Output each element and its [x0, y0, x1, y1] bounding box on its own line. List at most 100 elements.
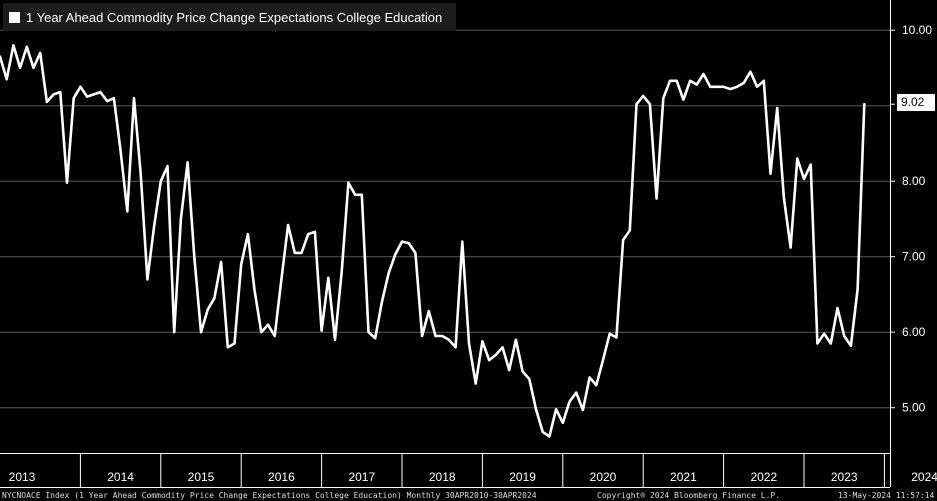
data-point: [287, 224, 289, 226]
data-point: [810, 164, 812, 166]
data-point: [562, 422, 564, 424]
x-tick-label: 2015: [188, 470, 215, 484]
data-point: [147, 279, 149, 281]
data-point: [314, 231, 316, 233]
y-tick-label: 7.00: [902, 250, 926, 264]
data-point: [267, 324, 269, 326]
data-point: [19, 67, 21, 69]
data-point: [515, 339, 517, 341]
data-point: [817, 343, 819, 345]
data-point: [374, 337, 376, 339]
data-point: [596, 384, 598, 386]
data-point: [93, 94, 95, 96]
data-point: [301, 252, 303, 254]
data-point: [663, 97, 665, 99]
data-point: [837, 307, 839, 309]
data-point: [475, 383, 477, 385]
data-point: [864, 103, 866, 105]
data-point: [73, 97, 75, 99]
data-point: [160, 180, 162, 182]
data-point: [522, 371, 524, 373]
data-point: [743, 82, 745, 84]
x-tick-label: 2014: [107, 470, 134, 484]
data-point: [642, 95, 644, 97]
data-point: [227, 347, 229, 349]
x-tick-label: 2016: [268, 470, 295, 484]
x-tick-label: 2017: [348, 470, 375, 484]
data-point: [669, 80, 671, 82]
data-point: [395, 254, 397, 256]
data-point: [703, 73, 705, 75]
data-point: [140, 173, 142, 175]
data-point: [589, 377, 591, 379]
data-point: [582, 409, 584, 411]
data-point: [247, 233, 249, 235]
data-point: [843, 335, 845, 337]
y-tick-label: 5.00: [902, 401, 926, 415]
x-tick-label: 2023: [831, 470, 858, 484]
data-point: [435, 335, 437, 337]
footer: NYCNOACE Index (1 Year Ahead Commodity P…: [0, 488, 937, 500]
last-value-label: 9.02: [897, 94, 935, 111]
data-point: [86, 96, 88, 98]
data-point: [307, 233, 309, 235]
data-point: [535, 408, 537, 410]
x-tick-label: 2021: [670, 470, 697, 484]
data-point: [33, 67, 35, 69]
data-point: [770, 173, 772, 175]
data-point: [328, 277, 330, 279]
series-line: [0, 43, 866, 438]
data-point: [482, 340, 484, 342]
footer-copyright: Copyright® 2024 Bloomberg Finance L.P.: [597, 491, 781, 500]
data-point: [636, 103, 638, 105]
data-point: [348, 182, 350, 184]
chart-title: 1 Year Ahead Commodity Price Change Expe…: [26, 9, 443, 25]
data-point: [569, 401, 571, 403]
data-point: [696, 84, 698, 86]
data-point: [153, 226, 155, 228]
data-point: [354, 194, 356, 196]
data-point: [46, 101, 48, 103]
x-tick-label: 2024: [911, 470, 937, 484]
data-point: [790, 247, 792, 249]
data-point: [649, 103, 651, 105]
data-point: [120, 150, 122, 152]
data-point: [830, 343, 832, 345]
data-point: [656, 198, 658, 200]
data-point: [850, 345, 852, 347]
data-point: [133, 97, 135, 99]
data-point: [689, 80, 691, 82]
data-point: [763, 80, 765, 82]
data-point: [549, 436, 551, 438]
data-point: [234, 343, 236, 345]
data-point: [783, 197, 785, 199]
data-point: [488, 359, 490, 361]
data-point: [334, 339, 336, 341]
data-point: [39, 52, 41, 54]
data-point: [508, 369, 510, 371]
data-point: [455, 347, 457, 349]
data-point: [274, 335, 276, 337]
data-point: [207, 309, 209, 311]
data-point: [616, 337, 618, 339]
data-point: [803, 178, 805, 180]
data-point: [736, 86, 738, 88]
data-point: [6, 78, 8, 80]
data-point: [167, 165, 169, 167]
data-point: [341, 271, 343, 273]
data-point: [629, 229, 631, 231]
data-point: [756, 86, 758, 88]
legend: 1 Year Ahead Commodity Price Change Expe…: [3, 3, 456, 31]
data-point: [180, 218, 182, 220]
data-point: [294, 252, 296, 254]
data-point: [13, 45, 15, 47]
data-point: [575, 392, 577, 394]
data-point: [401, 241, 403, 243]
data-point: [53, 94, 55, 96]
data-point: [529, 378, 531, 380]
data-point: [555, 408, 557, 410]
legend-swatch: [9, 11, 20, 23]
data-point: [361, 194, 363, 196]
data-point: [542, 431, 544, 433]
